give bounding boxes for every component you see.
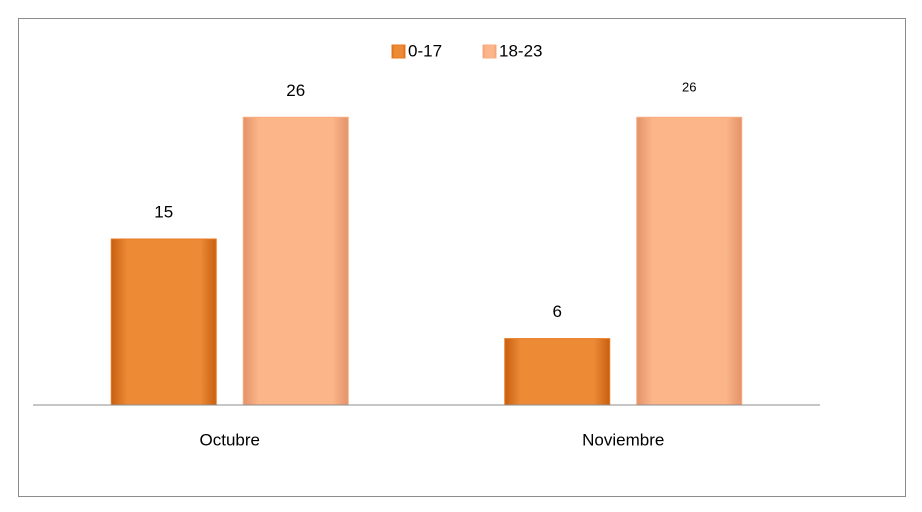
legend-label: 0-17 [408,41,442,60]
data-label: 26 [682,80,696,95]
bar [242,116,349,406]
x-tick-label: Octubre [200,430,260,449]
legend-swatch [391,44,406,59]
legend-swatch [482,44,497,59]
data-label: 26 [286,81,305,100]
legend-label: 18-23 [499,41,542,60]
data-label: 6 [553,302,562,321]
data-label: 15 [154,202,173,221]
bar [636,116,743,406]
bar [110,238,217,406]
x-tick-label: Noviembre [582,430,664,449]
bar [504,338,611,406]
